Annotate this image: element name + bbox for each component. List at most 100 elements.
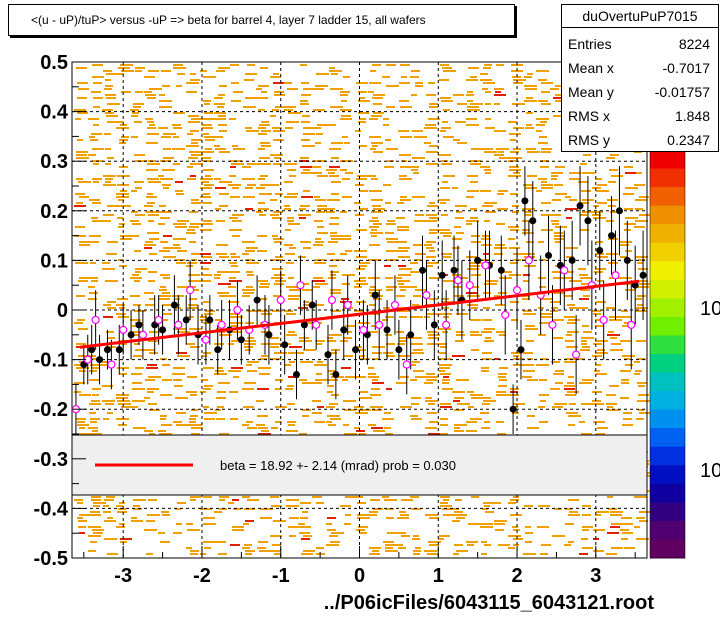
heat-cell — [413, 172, 419, 174]
heat-cell — [204, 136, 216, 138]
heat-cell — [508, 535, 521, 537]
heat-cell — [398, 355, 410, 357]
heat-cell — [494, 358, 500, 360]
heat-cell — [245, 550, 255, 552]
heat-cell — [513, 253, 524, 255]
heat-cell — [634, 526, 640, 528]
open-point — [233, 305, 242, 315]
heat-cell — [203, 352, 211, 354]
heat-cell — [330, 217, 339, 219]
heat-cell — [258, 280, 268, 282]
heat-cell — [539, 286, 546, 288]
heat-cell — [595, 268, 606, 270]
heat-cell — [624, 166, 633, 168]
heat-cell — [133, 499, 146, 501]
heat-cell — [565, 208, 578, 210]
heat-cell — [454, 427, 460, 429]
heat-cell — [541, 181, 547, 183]
heat-cell — [274, 241, 282, 243]
heat-cell — [621, 310, 628, 312]
x-tick-label: 2 — [511, 565, 522, 587]
heat-cell — [201, 268, 209, 270]
heat-cell — [510, 193, 518, 195]
heat-cell — [358, 526, 368, 528]
heat-cell — [260, 142, 270, 144]
heat-cell — [424, 127, 437, 129]
heat-cell — [173, 223, 186, 225]
heat-cell — [284, 208, 291, 210]
heat-cell — [399, 340, 407, 342]
heat-cell — [300, 526, 311, 528]
heat-cell — [176, 262, 186, 264]
heat-cell — [229, 262, 237, 264]
heat-cell — [567, 304, 575, 306]
open-point — [560, 266, 569, 275]
heat-cell — [400, 406, 412, 408]
heat-cell — [567, 331, 579, 333]
heat-cell — [597, 349, 605, 351]
heat-cell — [525, 328, 538, 330]
heat-cell — [593, 313, 601, 315]
heat-cell — [104, 499, 114, 501]
heat-cell — [609, 385, 619, 387]
heat-cell — [368, 376, 379, 378]
heat-cell — [146, 169, 158, 171]
heat-cell — [186, 265, 193, 267]
heat-cell — [91, 280, 98, 282]
heat-cell — [581, 538, 588, 540]
heat-cell — [539, 322, 551, 324]
heat-cell — [190, 415, 198, 417]
heat-cell — [345, 496, 358, 498]
heat-cell — [415, 85, 423, 87]
heat-cell — [313, 109, 325, 111]
heat-cell — [188, 274, 200, 276]
heat-cell — [303, 133, 315, 135]
heat-cell — [373, 208, 385, 210]
heat-cell — [550, 301, 560, 303]
heat-cell — [261, 343, 274, 345]
heat-cell — [104, 520, 116, 522]
heat-cell — [371, 229, 377, 231]
heat-cell — [466, 421, 477, 423]
heat-cell — [637, 382, 647, 384]
heat-cell — [79, 241, 91, 243]
heat-cell — [582, 172, 595, 174]
heat-cell — [92, 202, 101, 204]
heat-cell — [481, 370, 489, 372]
heat-cell — [513, 172, 520, 174]
heat-cell — [231, 256, 240, 258]
heat-cell — [386, 355, 395, 357]
open-point — [442, 320, 451, 329]
heat-cell — [270, 154, 283, 156]
heat-cell — [467, 175, 478, 177]
heat-cell — [106, 97, 116, 99]
heat-cell — [190, 553, 198, 555]
heat-cell — [424, 142, 431, 144]
heat-cell — [385, 232, 394, 234]
heat-cell — [595, 178, 602, 180]
heat-cell — [260, 508, 273, 510]
heat-cell — [396, 217, 405, 219]
heat-cell — [245, 520, 254, 522]
heat-cell — [326, 406, 335, 408]
heat-cell — [480, 523, 493, 525]
heat-cell — [285, 364, 291, 366]
heat-cell — [105, 94, 116, 96]
heat-cell — [190, 163, 203, 165]
heat-cell — [498, 385, 507, 387]
black-point — [265, 331, 273, 339]
heat-cell — [119, 307, 125, 309]
heat-cell — [621, 517, 632, 519]
heat-cell — [527, 379, 538, 381]
heat-cell — [440, 496, 450, 498]
heat-cell — [202, 127, 213, 129]
heat-cell — [130, 295, 140, 297]
heat-cell — [396, 544, 403, 546]
heat-cell — [340, 253, 347, 255]
heat-cell — [176, 352, 187, 354]
heat-cell — [315, 340, 325, 342]
heat-cell — [359, 145, 367, 147]
heat-cell — [466, 118, 477, 120]
heat-cell — [316, 502, 324, 504]
heat-cell — [204, 103, 210, 105]
